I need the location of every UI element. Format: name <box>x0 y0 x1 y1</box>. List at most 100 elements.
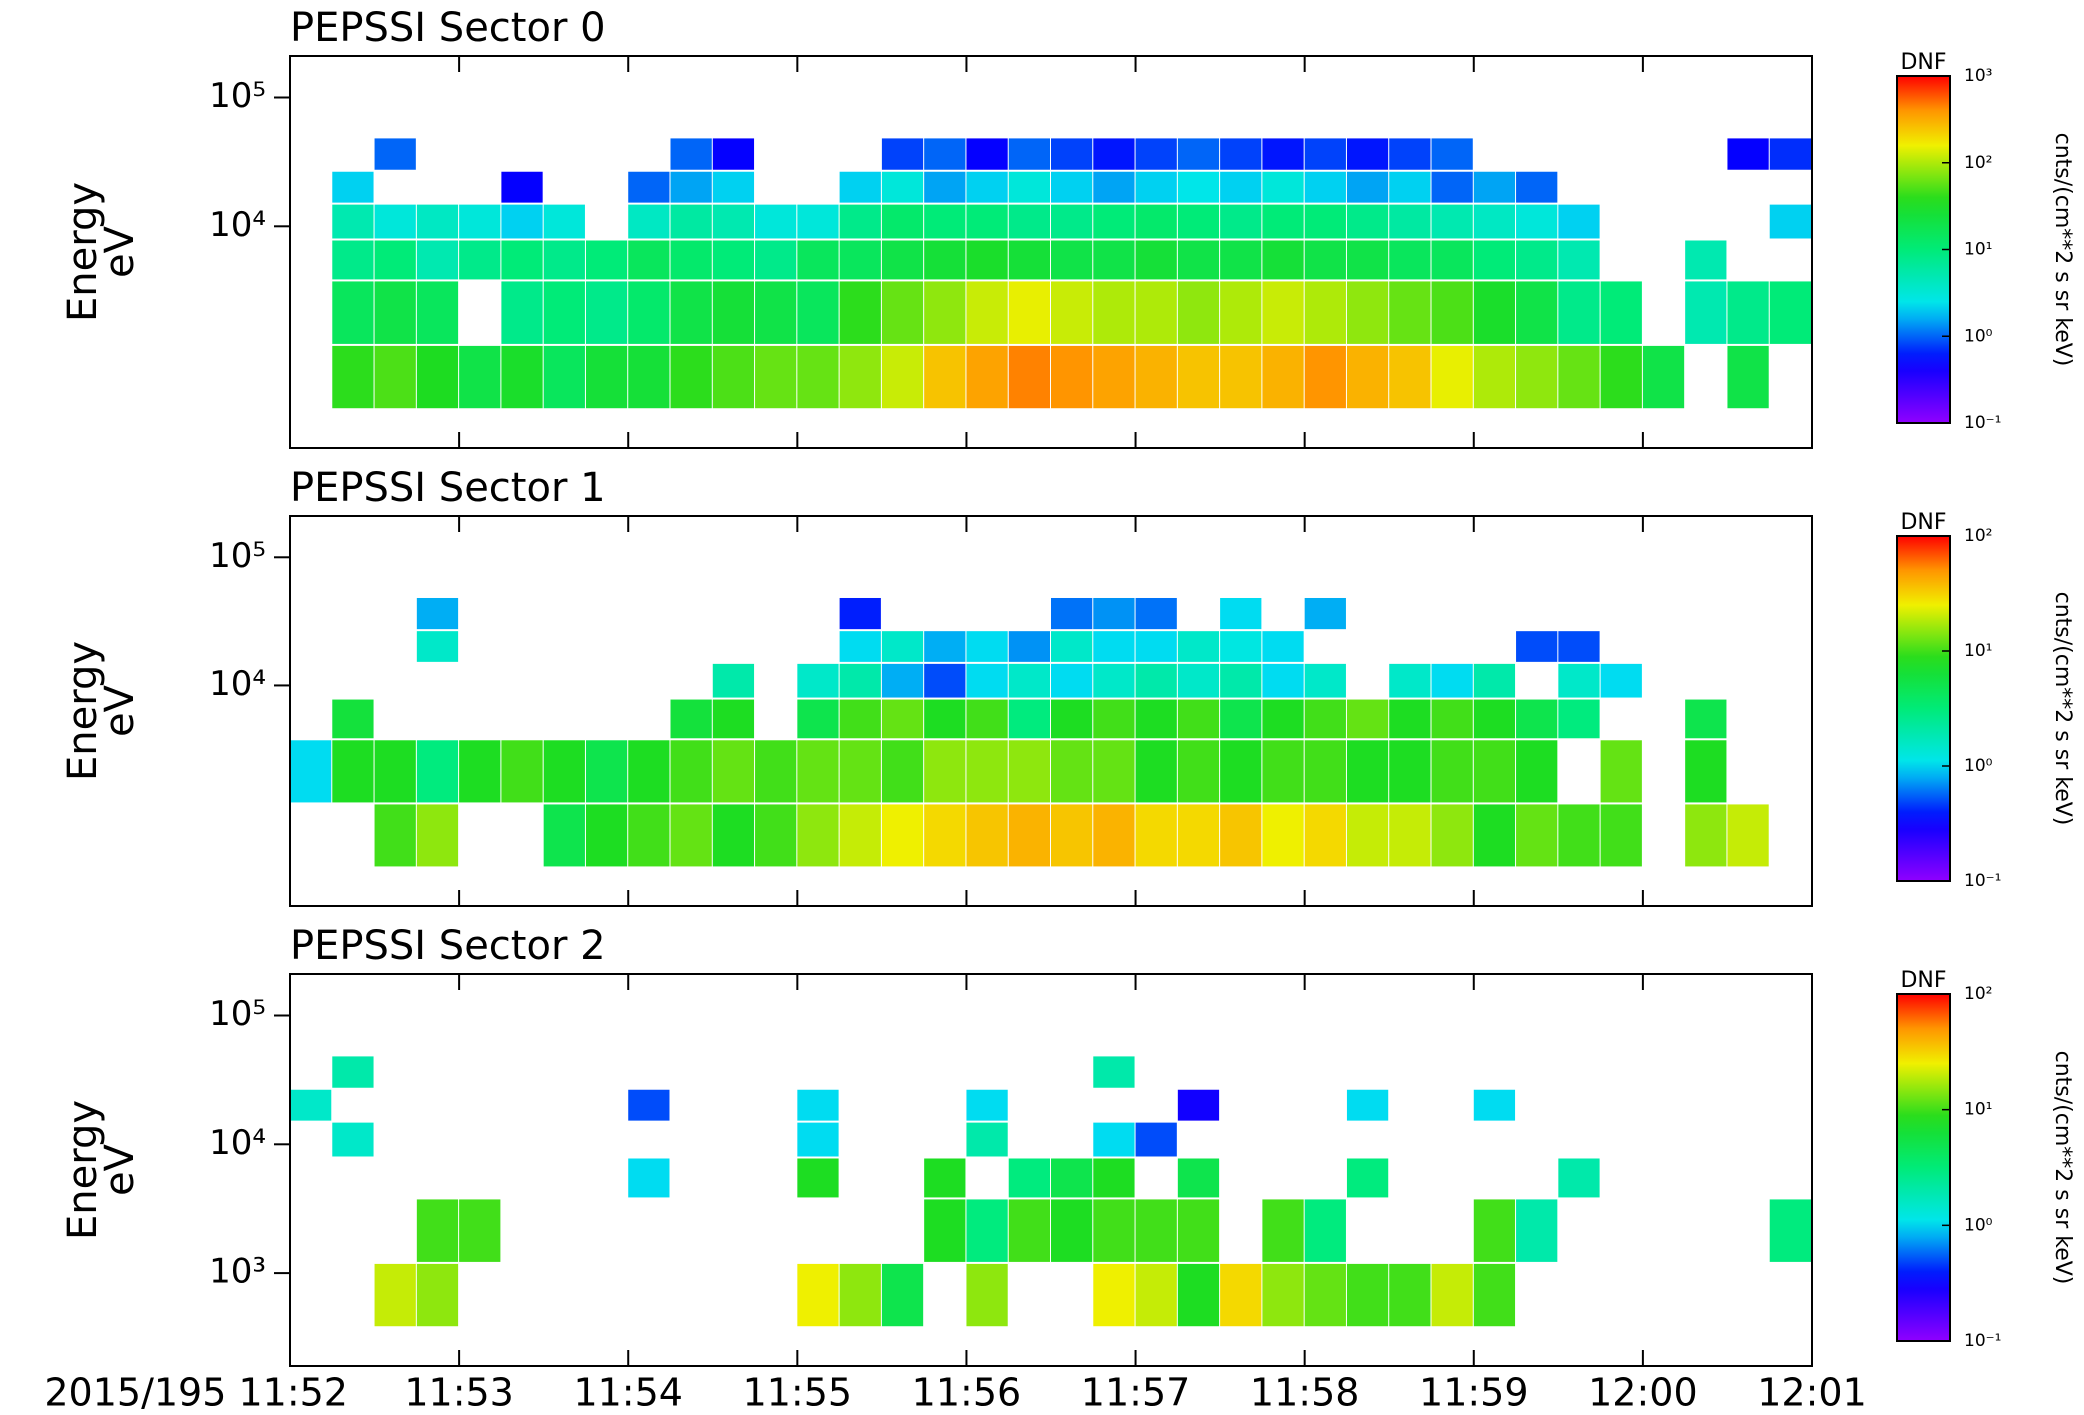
x-tick-label: 2015/195 11:52 <box>44 1371 348 1415</box>
spectrogram-cell <box>1473 1263 1516 1327</box>
spectrogram-cell <box>1051 740 1093 803</box>
spectrogram-cell <box>1431 281 1473 344</box>
spectrogram-cell <box>881 1263 924 1327</box>
spectrogram-cell <box>1304 345 1346 409</box>
spectrogram-cell <box>1473 345 1516 409</box>
x-tick-label: 11:56 <box>912 1371 1022 1415</box>
spectrogram-cell <box>1431 204 1473 239</box>
spectrogram-cell <box>416 281 459 344</box>
spectrogram-cell <box>1008 663 1050 698</box>
spectrogram-cell <box>1685 740 1727 803</box>
spectrogram-cell <box>416 240 459 280</box>
spectrogram-cell <box>712 171 755 203</box>
spectrogram-cell <box>1389 281 1431 344</box>
spectrogram-cell <box>1473 281 1516 344</box>
spectrogram-cell <box>332 345 374 409</box>
spectrogram-cell <box>924 204 966 239</box>
spectrogram-cell <box>1346 1263 1389 1327</box>
spectrogram-cell <box>966 663 1008 698</box>
spectrogram-cell <box>1304 663 1346 698</box>
spectrogram-cell <box>1262 699 1304 739</box>
spectrogram-cell <box>1558 699 1600 739</box>
spectrogram-cell <box>1262 240 1304 280</box>
spectrogram-cell <box>839 699 881 739</box>
spectrogram-cell <box>966 740 1008 803</box>
spectrogram-cell <box>670 699 712 739</box>
colorbar-tick-label: 10¹ <box>1964 641 1992 661</box>
spectrogram-cell <box>1262 281 1304 344</box>
spectrogram-cell <box>712 204 755 239</box>
spectrogram-cell <box>1473 663 1516 698</box>
spectrogram-cell <box>1600 663 1642 698</box>
spectrogram-cell <box>797 281 839 344</box>
spectrogram-cell <box>1558 240 1600 280</box>
spectrogram-cell <box>670 204 712 239</box>
spectrogram-cell <box>670 345 712 409</box>
spectrogram-cell <box>924 1158 966 1198</box>
spectrogram-cell <box>755 804 797 867</box>
spectrogram-cell <box>1051 663 1093 698</box>
spectrogram-cell <box>332 240 374 280</box>
spectrogram-cell <box>1220 663 1262 698</box>
spectrogram-cell <box>755 281 797 344</box>
spectrogram-cell <box>1220 204 1262 239</box>
spectrogram-cell <box>1304 597 1346 630</box>
spectrogram-cell <box>1304 804 1346 867</box>
spectrogram-cell <box>374 345 416 409</box>
spectrogram-cell <box>1093 345 1135 409</box>
spectrogram-cell <box>1389 204 1431 239</box>
spectrogram-cell <box>1516 740 1558 803</box>
spectrogram-cell <box>1008 1199 1050 1262</box>
spectrogram-cell <box>501 740 543 803</box>
spectrogram-cell <box>839 663 881 698</box>
spectrogram-cell <box>670 240 712 280</box>
spectrogram-cell <box>459 240 501 280</box>
spectrogram-cell <box>1346 699 1389 739</box>
spectrogram-cell <box>290 1089 332 1121</box>
spectrogram-cell <box>1051 1199 1093 1262</box>
spectrogram-cell <box>966 1089 1008 1121</box>
spectrogram-cell <box>1727 138 1769 170</box>
spectrogram-cell <box>1304 740 1346 803</box>
y-axis-unit: eV <box>97 684 143 737</box>
spectrogram-cell <box>1431 740 1473 803</box>
spectrogram-cell <box>1431 240 1473 280</box>
spectrogram-cell <box>1262 804 1304 867</box>
spectrogram-cell <box>585 281 628 344</box>
spectrogram-cell <box>670 171 712 203</box>
spectrogram-cell <box>1389 138 1431 170</box>
spectrogram-cell <box>966 281 1008 344</box>
spectrogram-cell <box>290 740 332 803</box>
x-tick-label: 11:55 <box>743 1371 853 1415</box>
spectrogram-cell <box>416 345 459 409</box>
spectrogram-cell <box>797 1089 839 1121</box>
spectrogram-cell <box>585 345 628 409</box>
spectrogram-cell <box>332 281 374 344</box>
spectrogram-cell <box>797 740 839 803</box>
spectrogram-cell <box>1135 281 1177 344</box>
spectrogram-cell <box>1727 345 1769 409</box>
spectrogram-cell <box>839 171 881 203</box>
spectrogram-cell <box>1008 699 1050 739</box>
spectrogram-cell <box>459 345 501 409</box>
spectrogram-cell <box>1262 1263 1304 1327</box>
spectrogram-cell <box>966 240 1008 280</box>
spectrogram-cell <box>1093 597 1135 630</box>
spectrogram-cell <box>1685 699 1727 739</box>
spectrogram-cell <box>416 1263 459 1327</box>
spectrogram-cell <box>1389 804 1431 867</box>
spectrogram-cell <box>1516 699 1558 739</box>
x-tick-label: 11:57 <box>1081 1371 1191 1415</box>
spectrogram-cell <box>1431 345 1473 409</box>
spectrogram-cell <box>1135 240 1177 280</box>
spectrogram-cell <box>881 631 924 662</box>
spectrogram-cell <box>1051 240 1093 280</box>
spectrogram-cell <box>543 345 585 409</box>
spectrogram-cell <box>416 804 459 867</box>
spectrogram-cell <box>881 204 924 239</box>
spectrogram-cell <box>924 171 966 203</box>
spectrogram-cell <box>1304 240 1346 280</box>
spectrogram-cell <box>1220 597 1262 630</box>
spectrogram-cell <box>1558 1158 1600 1198</box>
